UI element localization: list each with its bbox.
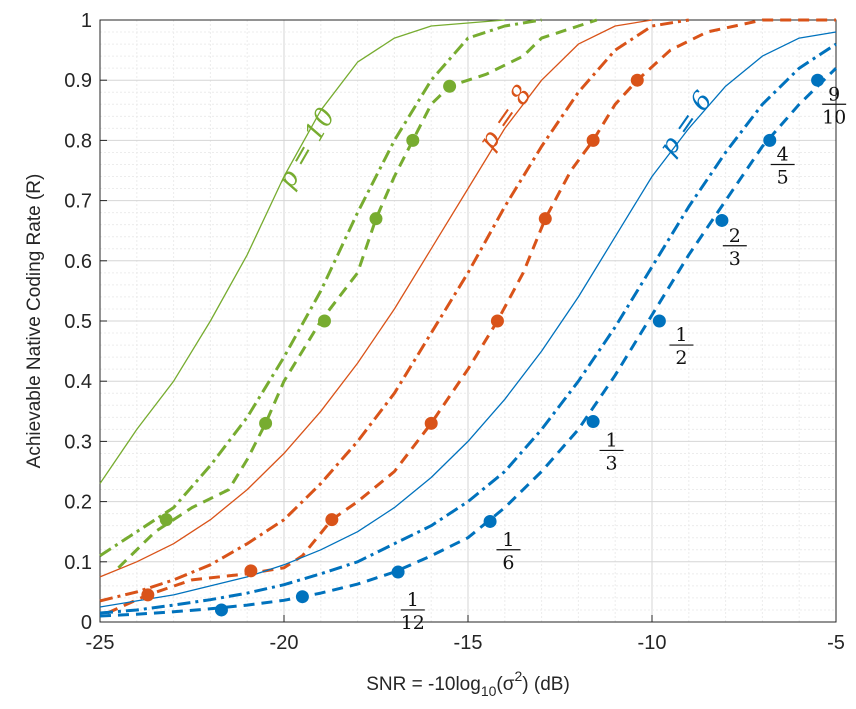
annotation-p6: p = 6 xyxy=(653,86,719,162)
rate-label-denominator: 6 xyxy=(502,552,514,574)
annotation-p10: p = 10 xyxy=(272,103,342,194)
marker-p8 xyxy=(586,133,600,147)
rate-label-denominator: 3 xyxy=(605,452,617,474)
rate-label-numerator: 9 xyxy=(828,83,840,105)
marker-p10 xyxy=(406,133,420,147)
rate-label-denominator: 5 xyxy=(777,166,789,188)
rate-label-denominator: 2 xyxy=(675,347,687,369)
x-tick-label: -5 xyxy=(827,632,845,654)
y-tick-label: 0.3 xyxy=(64,431,92,453)
y-tick-label: 0 xyxy=(81,612,92,634)
y-axis-label: Achievable Native Coding Rate (R) xyxy=(24,174,45,469)
marker-p10 xyxy=(369,212,383,226)
y-tick-label: 0.5 xyxy=(64,311,92,333)
x-tick-label: -25 xyxy=(86,632,115,654)
rate-label-numerator: 1 xyxy=(407,589,419,611)
rate-label-numerator: 1 xyxy=(675,324,687,346)
marker-p8 xyxy=(325,513,339,527)
series-p8-dashdot xyxy=(99,18,690,603)
series-p6-dashdot xyxy=(99,42,837,615)
y-tick-label: 0.7 xyxy=(64,191,92,213)
marker-p6 xyxy=(652,314,666,328)
marker-p8 xyxy=(538,212,552,226)
markers xyxy=(141,73,825,617)
series-p10-solid xyxy=(99,19,505,484)
series-p10-dashed xyxy=(117,18,598,569)
marker-p8 xyxy=(424,416,438,430)
marker-p8 xyxy=(490,314,504,328)
annotation-p8: p = 8 xyxy=(473,80,539,156)
series-p6-solid xyxy=(99,31,837,608)
marker-p6 xyxy=(715,213,729,227)
marker-p6 xyxy=(483,514,497,528)
marker-p10 xyxy=(317,314,331,328)
ticks: -25 -20 -15 -10 -5 0 0.1 0.2 0.3 0.4 0.5 0.6 0.7 0.8 0… xyxy=(64,10,845,654)
series-p10-dashdot xyxy=(99,18,542,558)
marker-p8 xyxy=(141,588,155,602)
x-label-pre: SNR = -10log xyxy=(366,674,481,695)
y-tick-label: 0.2 xyxy=(64,492,92,514)
marker-p8 xyxy=(244,564,258,578)
y-tick-label: 0.6 xyxy=(64,251,92,273)
x-label-sup: 2 xyxy=(514,668,522,684)
x-label-post: ) (dB) xyxy=(522,674,570,695)
y-tick-label: 0.8 xyxy=(64,130,92,152)
series-p8-dashed xyxy=(106,18,836,615)
y-tick-label: 1 xyxy=(81,10,92,32)
x-label-sub: 10 xyxy=(481,683,497,699)
marker-p8 xyxy=(630,73,644,87)
x-label-mid: (σ xyxy=(496,674,514,695)
rate-label-numerator: 1 xyxy=(605,429,617,451)
marker-p6 xyxy=(391,565,405,579)
x-tick-label: -15 xyxy=(454,632,483,654)
series-p6-dashed xyxy=(99,67,838,618)
marker-p6 xyxy=(214,603,228,617)
y-tick-label: 0.4 xyxy=(64,371,92,393)
y-tick-label: 0.9 xyxy=(64,70,92,92)
marker-p10 xyxy=(159,513,173,527)
x-tick-label: -20 xyxy=(270,632,299,654)
rate-label-denominator: 3 xyxy=(729,248,741,270)
marker-p10 xyxy=(259,416,273,430)
marker-p6 xyxy=(811,73,825,87)
y-tick-label: 0.1 xyxy=(64,552,92,574)
x-axis-label: SNR = -10log10(σ2) (dB) xyxy=(366,668,570,699)
grid xyxy=(99,19,837,623)
x-tick-label: -10 xyxy=(638,632,667,654)
series xyxy=(99,18,838,618)
marker-p10 xyxy=(443,79,457,93)
rate-label-denominator: 10 xyxy=(822,106,846,128)
rate-label-denominator: 12 xyxy=(401,612,425,634)
marker-p6 xyxy=(586,415,600,429)
series-p8-solid xyxy=(99,19,653,578)
rate-label-numerator: 2 xyxy=(729,225,741,247)
marker-p6 xyxy=(295,590,309,604)
rate-label-numerator: 1 xyxy=(502,529,514,551)
rate-label-numerator: 4 xyxy=(777,143,789,165)
marker-p6 xyxy=(763,133,777,147)
